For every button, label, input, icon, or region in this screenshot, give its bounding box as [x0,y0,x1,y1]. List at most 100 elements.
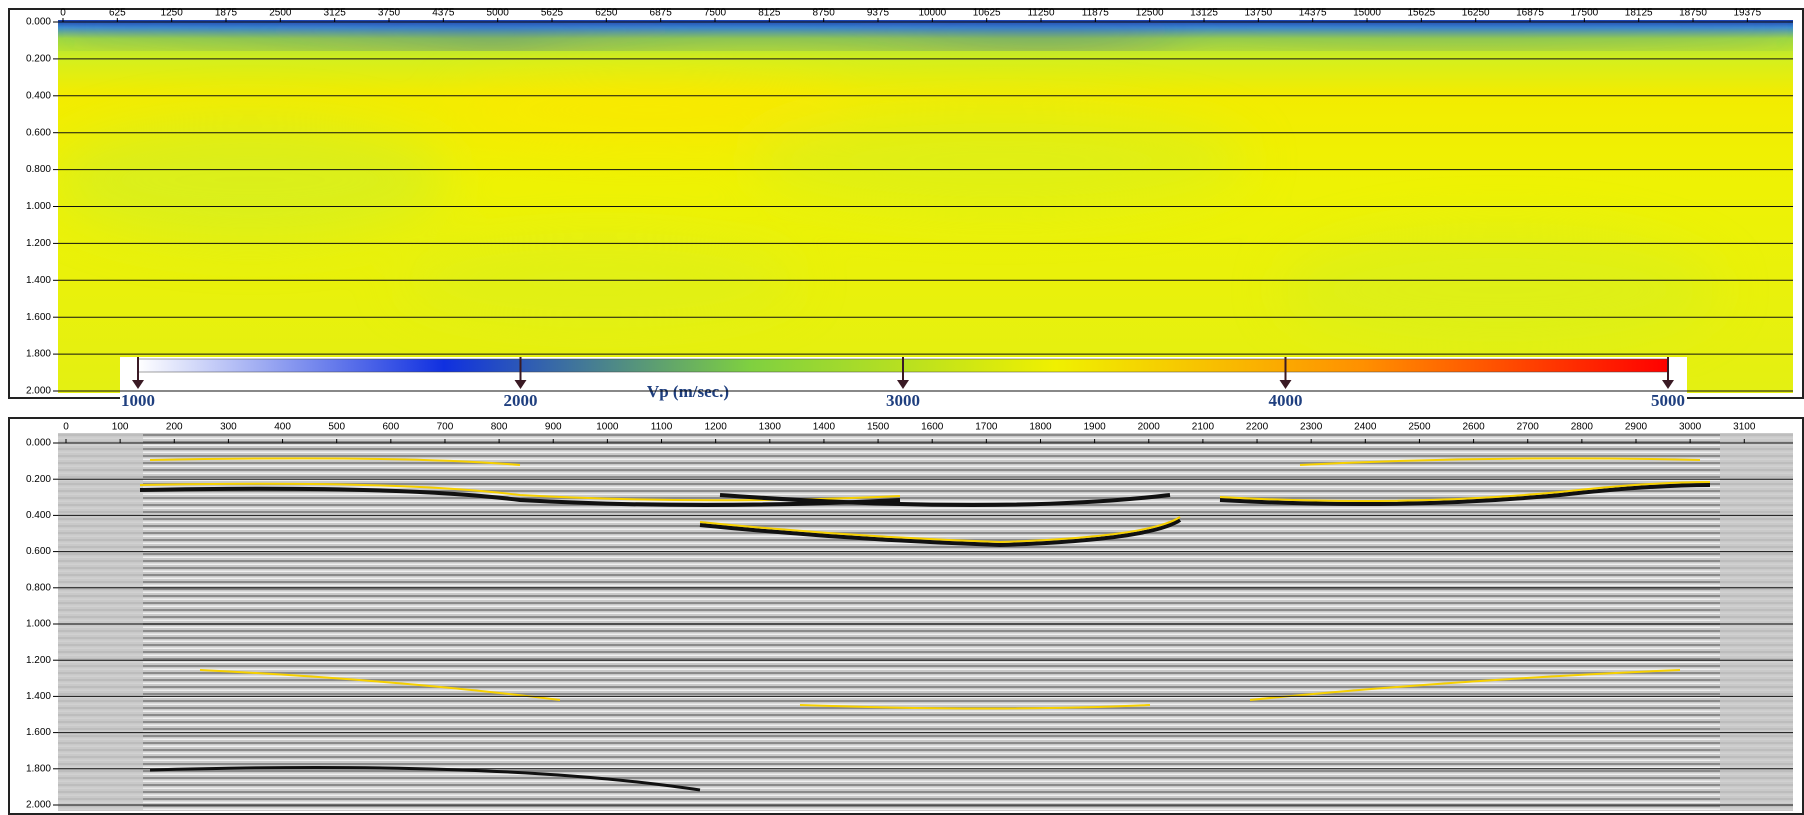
x-tick-label: 0 [60,8,66,19]
x-tick-label: 18125 [1625,8,1653,19]
x-tick-label: 5625 [541,8,564,19]
x-tick-label: 700 [437,422,454,433]
colorbar-arrow [1662,380,1674,389]
x-tick-label: 1900 [1083,422,1106,433]
y-tick-label: 2.000 [26,800,51,811]
y-tick-label: 1.000 [26,619,51,630]
x-tick-label: 15000 [1353,8,1381,19]
y-tick-label: 0.600 [26,546,51,557]
x-tick-label: 4375 [432,8,455,19]
x-tick-label: 1500 [867,422,890,433]
y-tick-label: 0.400 [26,90,51,101]
y-tick-label: 1.200 [26,238,51,249]
colorbar-arrow [1279,380,1292,389]
x-tick-label: 8750 [813,8,836,19]
y-tick-label: 1.600 [26,727,51,738]
x-tick-label: 7500 [704,8,727,19]
x-tick-label: 2500 [269,8,292,19]
y-tick-label: 1.600 [26,312,51,323]
x-tick-label: 10000 [918,8,946,19]
x-tick-label: 300 [220,422,237,433]
x-tick-label: 200 [166,422,183,433]
x-tick-label: 400 [274,422,291,433]
seismic-image [58,433,1793,811]
x-tick-label: 15625 [1407,8,1435,19]
x-tick-label: 2700 [1517,422,1540,433]
y-tick-label: 1.200 [26,655,51,666]
x-tick-label: 3750 [378,8,401,19]
colorbar-tick-label: 3000 [886,391,920,410]
x-tick-label: 13750 [1244,8,1272,19]
colorbar-tick-label: 5000 [1651,391,1685,410]
x-tick-label: 11875 [1082,8,1110,19]
x-tick-label: 1800 [1029,422,1052,433]
x-tick-label: 1875 [215,8,238,19]
x-tick-label: 2600 [1462,422,1485,433]
x-tick-label: 1400 [813,422,836,433]
y-tick-label: 0.600 [26,127,51,138]
x-tick-label: 100 [112,422,129,433]
x-tick-label: 2300 [1300,422,1323,433]
y-tick-label: 1.400 [26,691,51,702]
x-tick-label: 800 [491,422,508,433]
y-tick-label: 0.800 [26,164,51,175]
x-tick-label: 2900 [1625,422,1648,433]
x-tick-label: 13125 [1190,8,1218,19]
x-tick-label: 2800 [1571,422,1594,433]
x-tick-label: 10625 [973,8,1001,19]
x-tick-label: 8125 [758,8,781,19]
x-tick-label: 2400 [1354,422,1377,433]
y-tick-label: 0.400 [26,510,51,521]
x-tick-label: 500 [328,422,345,433]
x-tick-label: 16250 [1462,8,1490,19]
x-tick-label: 2500 [1408,422,1431,433]
x-tick-label: 6250 [595,8,618,19]
x-tick-label: 19375 [1733,8,1761,19]
x-tick-label: 14375 [1299,8,1327,19]
x-tick-label: 11250 [1027,8,1055,19]
colorbar-tick-label: 1000 [121,391,155,410]
y-tick-label: 1.000 [26,201,51,212]
y-tick-label: 1.400 [26,275,51,286]
x-tick-label: 1700 [975,422,998,433]
y-tick-label: 2.000 [26,386,51,397]
x-tick-label: 600 [382,422,399,433]
x-tick-label: 17500 [1570,8,1598,19]
x-tick-label: 5000 [487,8,510,19]
x-tick-label: 3100 [1733,422,1756,433]
x-tick-label: 900 [545,422,562,433]
x-tick-label: 2100 [1192,422,1215,433]
x-tick-label: 1100 [651,422,673,433]
y-tick-label: 0.000 [26,17,51,28]
x-tick-label: 3000 [1679,422,1702,433]
x-tick-label: 1600 [921,422,944,433]
y-tick-label: 1.800 [26,763,51,774]
y-tick-label: 0.200 [26,54,51,65]
x-tick-label: 18750 [1679,8,1707,19]
x-tick-label: 9375 [867,8,890,19]
x-tick-label: 2200 [1246,422,1269,433]
colorbar-arrow [514,380,527,389]
x-tick-label: 0 [63,422,69,433]
x-tick-label: 1300 [759,422,782,433]
y-tick-label: 0.200 [26,474,51,485]
x-tick-label: 625 [109,8,126,19]
x-tick-label: 16875 [1516,8,1544,19]
x-tick-label: 6875 [650,8,673,19]
x-tick-label: 2000 [1138,422,1161,433]
colorbar-tick-label: 2000 [504,391,538,410]
colorbar-arrow [132,380,144,389]
y-tick-label: 0.800 [26,582,51,593]
x-tick-label: 1250 [161,8,184,19]
x-tick-label: 12500 [1136,8,1164,19]
x-tick-label: 3125 [324,8,347,19]
y-tick-label: 0.000 [26,438,51,449]
x-tick-label: 1200 [705,422,728,433]
x-tick-label: 1000 [596,422,619,433]
y-tick-label: 1.800 [26,349,51,360]
colorbar-tick-label: 4000 [1269,391,1303,410]
colorbar-arrow [897,380,909,389]
